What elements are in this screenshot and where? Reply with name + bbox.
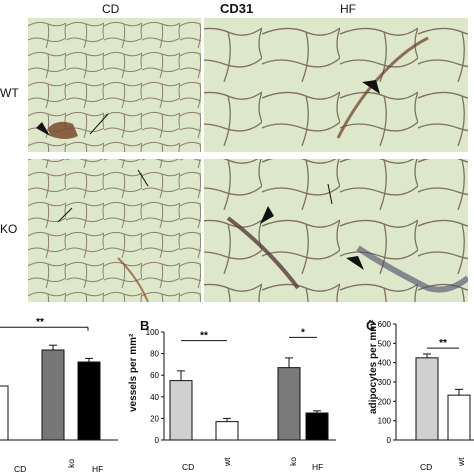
chart-b-xlabel: wt [222,457,232,467]
chart-c-ytick-label: 300 [378,378,392,387]
chart-a-bar [77,361,101,441]
chart-b-bar [215,421,239,441]
chart-b-ytick-label: 60 [150,371,159,380]
chart-c-bar [415,357,439,441]
chart-b-bar [305,412,329,441]
chart-b-ytick-label: 0 [155,436,160,445]
chart-a: ** CD ko HF [0,317,118,474]
col-label-cd: CD [102,2,120,16]
chart-b-ytick-label: 80 [150,350,159,359]
chart-c-bar [447,394,471,441]
chart-a-bar [0,385,9,441]
chart-b-sig-label: ** [200,331,208,342]
chart-b-xlabel: CD [182,462,194,472]
chart-a-xlabel: CD [14,464,26,474]
chart-c-ytick-label: 100 [378,417,392,426]
chart-b-sig-label: * [301,327,305,338]
chart-c-ytick-label: 500 [378,339,392,348]
chart-b-bar [169,380,193,441]
micrograph-texture [28,18,468,302]
chart-c-xlabel: wt [456,457,466,467]
chart-c: 0 100 200 300 400 500 600 ** CD wt [378,320,474,472]
chart-b-ylabel: vessels per mm² [128,333,139,412]
row-label-wt: WT [0,86,19,100]
chart-b-bar [277,367,301,441]
chart-c-ytick-label: 0 [387,436,392,445]
chart-c-ytick-label: 400 [378,359,392,368]
chart-b-xlabel: HF [312,462,323,472]
chart-b-ytick-label: 20 [150,414,159,423]
chart-a-xlabel: HF [92,464,103,474]
chart-b-ytick-label: 100 [146,328,160,337]
chart-c-sig-label: ** [439,338,447,349]
chart-a-sig-label: ** [36,317,44,328]
panel-label-c: C [366,318,376,333]
chart-c-xlabel: CD [420,462,432,472]
chart-a-xlabel: ko [66,459,76,468]
col-label-hf: HF [340,2,356,16]
micrograph-grid [28,18,468,302]
chart-c-ytick-label: 600 [378,320,392,329]
chart-b-ytick-label: 40 [150,393,159,402]
stain-title: CD31 [220,1,254,16]
chart-b-xlabel: ko [288,457,298,466]
panel-label-b: B [140,318,150,333]
row-label-ko: KO [0,222,18,236]
chart-c-ytick-label: 200 [378,397,392,406]
grid-separator-vertical [201,18,204,302]
chart-a-bar [41,349,65,441]
grid-separator-horizontal [28,152,468,159]
